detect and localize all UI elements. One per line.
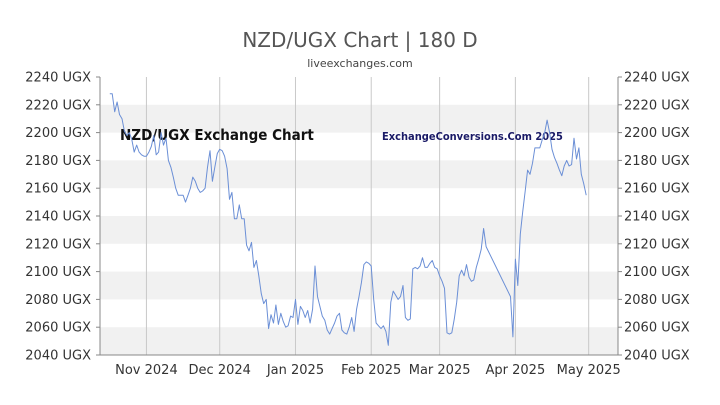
y-tick-label-left: 2140 UGX [25, 210, 91, 225]
chart-annotation-left: NZD/UGX Exchange Chart [120, 126, 314, 144]
x-tick-label: Feb 2025 [341, 363, 401, 378]
y-tick-label-right: 2040 UGX [624, 349, 690, 364]
x-tick-label: Jan 2025 [266, 363, 324, 378]
grid-band [100, 160, 618, 189]
y-tick-label-right: 2100 UGX [624, 265, 690, 280]
y-tick-label-left: 2040 UGX [25, 349, 91, 364]
y-tick-label-left: 2240 UGX [25, 71, 91, 86]
x-axis: Nov 2024 Dec 2024 Jan 2025 Feb 2025 Mar 2025… [115, 363, 621, 378]
y-axis-left: 2240 UGX 2220 UGX 2200 UGX 2180 UGX 2160 UGX… [25, 71, 100, 364]
chart-subtitle: liveexchanges.com [307, 57, 412, 70]
grid-band [100, 104, 618, 133]
y-tick-label-left: 2080 UGX [25, 293, 91, 308]
y-tick-label-left: 2100 UGX [25, 265, 91, 280]
y-tick-label-right: 2060 UGX [624, 321, 690, 336]
y-axis-right: 2240 UGX 2220 UGX 2200 UGX 2180 UGX 2160 UGX… [618, 71, 690, 364]
y-tick-label-left: 2220 UGX [25, 98, 91, 113]
x-tick-label: May 2025 [557, 363, 621, 378]
y-tick-label-right: 2240 UGX [624, 71, 690, 86]
chart-title: NZD/UGX Chart | 180 D [242, 28, 477, 52]
grid-band [100, 327, 618, 355]
y-tick-label-right: 2140 UGX [624, 210, 690, 225]
x-tick-label: Nov 2024 [115, 363, 178, 378]
y-tick-label-left: 2180 UGX [25, 154, 91, 169]
y-tick-label-right: 2160 UGX [624, 182, 690, 197]
x-tick-label: Dec 2024 [189, 363, 251, 378]
y-tick-label-right: 2200 UGX [624, 126, 690, 141]
y-tick-label-left: 2120 UGX [25, 237, 91, 252]
x-tick-label: Apr 2025 [486, 363, 546, 378]
y-tick-label-right: 2080 UGX [624, 293, 690, 308]
x-tick-label: Mar 2025 [409, 363, 471, 378]
y-tick-label-right: 2220 UGX [624, 98, 690, 113]
y-tick-label-left: 2160 UGX [25, 182, 91, 197]
vertical-gridlines [145, 77, 590, 355]
y-tick-label-right: 2180 UGX [624, 154, 690, 169]
y-tick-label-right: 2120 UGX [624, 237, 690, 252]
series-line-1 [109, 93, 587, 346]
y-tick-label-left: 2200 UGX [25, 126, 91, 141]
chart-annotation-right: ExchangeConversions.Com 2025 [382, 130, 563, 143]
series-group [109, 93, 587, 346]
y-tick-label-left: 2060 UGX [25, 321, 91, 336]
grid-band [100, 216, 618, 244]
